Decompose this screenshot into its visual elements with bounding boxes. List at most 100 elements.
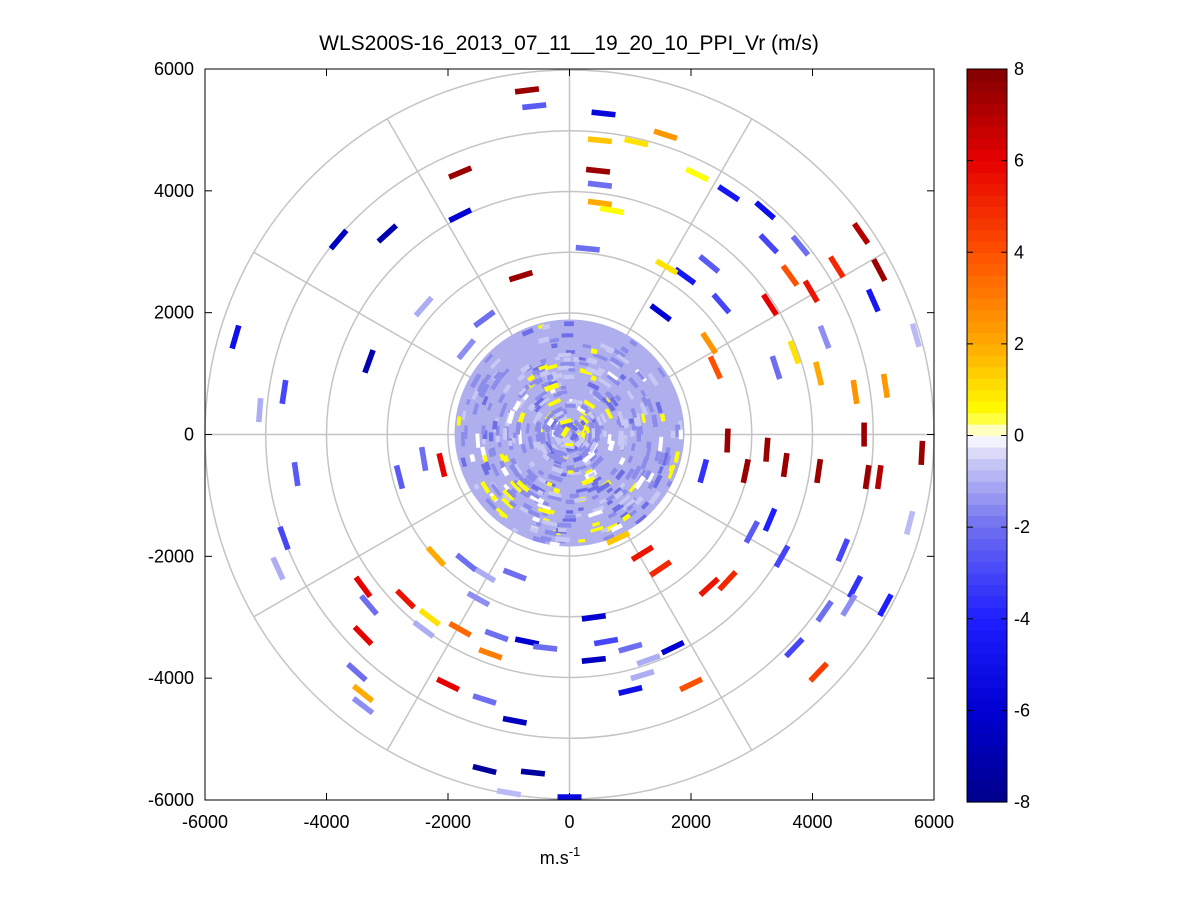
data-point-92 [466,590,491,608]
colorbar-band-4 [967,744,1007,757]
disk-cell [547,494,562,502]
disk-cell [551,343,558,349]
data-point-93 [472,565,497,584]
disk-cell [581,476,596,486]
data-point-99 [291,461,301,487]
disk-cell [602,430,607,438]
colorbar-band-39 [967,343,1007,356]
disk-cell [546,417,555,427]
disk-cell [562,518,576,522]
disk-cell [546,411,555,420]
disk-cell [591,428,596,439]
colorbar-band-47 [967,252,1007,265]
disk-cell [606,499,614,506]
disk-cell [554,410,564,418]
colorbar-band-46 [967,263,1007,276]
disk-cell [539,431,546,444]
disk-cell [508,440,513,447]
data-point-40 [654,258,679,276]
data-point-0 [514,86,540,95]
disk-cell [509,463,521,478]
colorbar-tick-label-1: 6 [1014,151,1024,171]
disk-cell [561,422,574,429]
disk-cell [569,493,580,499]
disk-cell [546,432,552,445]
colorbar-band-18 [967,584,1007,597]
disk-cell [619,373,627,381]
disk-cell [553,450,562,458]
disk-cell [560,426,571,438]
disk-cell [513,432,517,438]
data-point-113 [436,452,448,478]
disk-cell [572,455,583,463]
colorbar-band-36 [967,378,1007,391]
data-point-80 [346,662,368,683]
disk-cell [522,393,530,401]
colorbar-tick-label-5: -2 [1014,517,1030,537]
disk-cell [626,390,635,400]
disk-cell [610,522,623,533]
disk-cell [518,475,528,486]
disk-cell [598,498,607,505]
disk-cell [532,396,545,409]
disk-cell [514,463,523,475]
disk-cell [476,378,488,393]
disk-cell [509,480,523,493]
disk-cell [563,357,571,362]
disk-cell [568,368,576,372]
disk-cell [592,394,601,402]
disk-cell [544,382,560,393]
data-point-18 [852,222,871,245]
colorbar-band-23 [967,527,1007,540]
disk-cell [480,480,491,494]
disk-cell [502,488,516,502]
data-point-105 [376,223,399,244]
disk-cell [564,321,574,327]
disk-cell [499,402,508,418]
data-point-90 [514,636,540,647]
disk-cell [595,481,611,494]
disk-cell [546,373,554,381]
data-point-86 [412,619,436,639]
colorbar-band-44 [967,286,1007,299]
disk-cell [590,348,598,355]
colorbar-ticks: 8 6 4 2 0 -2 -4 -6 -8 [967,59,1030,812]
colorbar-band-37 [967,366,1007,379]
disk-cell [534,390,548,402]
data-point-35 [780,452,790,478]
data-point-10 [685,166,710,183]
colorbar-band-43 [967,298,1007,311]
disk-cell [556,414,568,423]
disk-cell [546,481,553,487]
data-point-57 [649,559,673,578]
colorbar-band-25 [967,504,1007,517]
data-point-96 [502,567,527,582]
colorbar-band-20 [967,561,1007,574]
disk-cell [503,428,508,440]
data-point-54 [773,544,791,569]
disk-cell [529,526,539,534]
disk-cell [480,463,490,476]
colorbar-tick-label-3: 2 [1014,334,1024,354]
disk-cell [617,410,626,427]
x-tick-label-2: -2000 [425,812,471,832]
colorbar-band-55 [967,160,1007,173]
data-point-25 [769,355,783,380]
y-tick-label-3: 0 [184,425,194,445]
disk-cell [539,358,547,365]
data-point-73 [472,763,497,776]
data-point-91 [532,643,558,652]
disk-cell [485,497,498,511]
disk-cell [520,363,531,374]
colorbar-band-59 [967,114,1007,127]
x-tick-label-4: 2000 [671,812,711,832]
colorbar-band-53 [967,183,1007,196]
data-point-31 [861,422,867,447]
disk-cell [641,396,649,407]
data-point-107 [447,165,473,180]
disk-cell [523,477,533,487]
disk-cell [595,429,600,441]
disk-cell [561,333,574,338]
disk-cell [460,457,468,468]
disk-cell [633,475,646,490]
